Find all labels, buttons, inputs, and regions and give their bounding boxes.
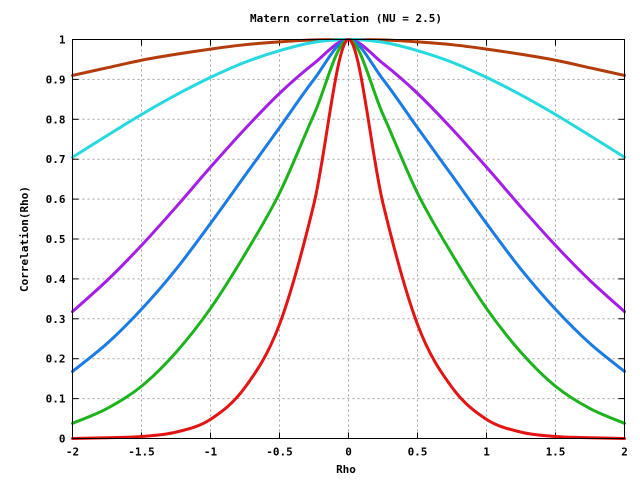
y-tick-label: 0.5 xyxy=(46,233,66,246)
x-tick-label: -2 xyxy=(66,446,79,459)
y-tick-label: 0.8 xyxy=(46,113,66,126)
x-tick-label: -0.5 xyxy=(266,446,293,459)
x-axis-label: Rho xyxy=(336,463,356,476)
y-tick-label: 0 xyxy=(59,433,66,446)
chart-title: Matern correlation (NU = 2.5) xyxy=(250,12,442,25)
x-tick-label: 1.5 xyxy=(546,446,566,459)
y-tick-label: 0.3 xyxy=(46,313,66,326)
y-axis-label: Correlation(Rho) xyxy=(18,186,31,292)
y-tick-label: 0.9 xyxy=(46,73,66,86)
x-tick-label: -1.5 xyxy=(128,446,155,459)
x-tick-label: 0 xyxy=(345,446,352,459)
x-tick-label: -1 xyxy=(204,446,218,459)
y-tick-label: 0.6 xyxy=(46,193,66,206)
y-tick-label: 0.2 xyxy=(46,353,66,366)
y-tick-label: 0.7 xyxy=(46,153,66,166)
grid xyxy=(72,39,625,439)
x-tick-label: 1 xyxy=(483,446,490,459)
y-tick-label: 0.4 xyxy=(46,273,66,286)
plot-frame xyxy=(72,39,625,439)
x-tick-label: 2 xyxy=(621,446,628,459)
y-tick-labels: 0 0.1 0.2 0.3 0.4 0.5 0.6 0.7 0.8 0.9 1 xyxy=(46,34,66,446)
x-tick-label: 0.5 xyxy=(408,446,428,459)
x-tick-labels: -2 -1.5 -1 -0.5 0 0.5 1 1.5 2 xyxy=(66,446,628,459)
y-tick-label: 0.1 xyxy=(46,393,66,406)
y-tick-label: 1 xyxy=(59,34,66,47)
